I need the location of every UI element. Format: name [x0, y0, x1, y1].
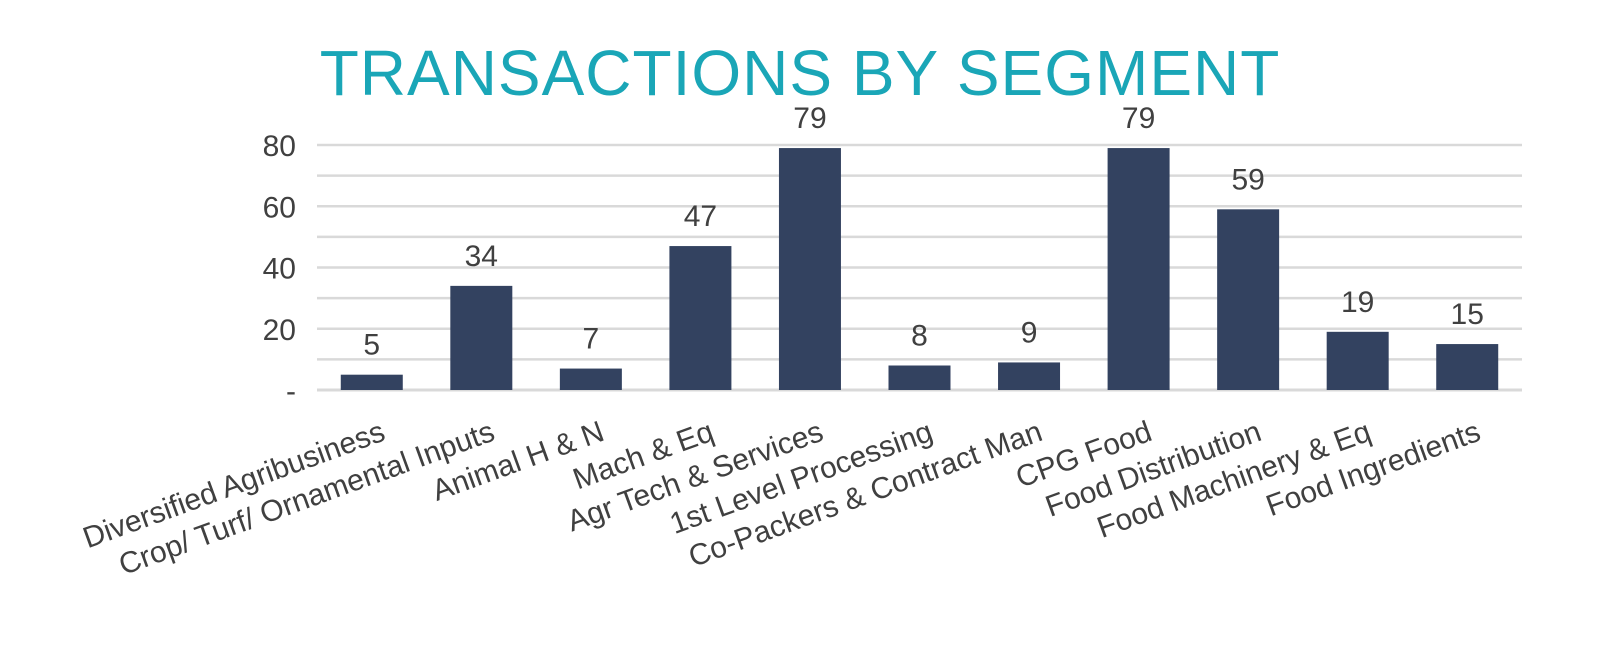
data-label: 5: [363, 329, 380, 362]
bar: [340, 374, 403, 390]
data-label: 34: [465, 240, 498, 273]
data-label: 79: [793, 102, 826, 135]
chart-title: TRANSACTIONS BY SEGMENT: [319, 37, 1281, 109]
y-axis-ticks: - 20 40 60 80: [263, 130, 296, 408]
data-label: 7: [583, 323, 600, 356]
data-label: 19: [1341, 286, 1374, 319]
bar: [1436, 344, 1499, 390]
bar: [559, 368, 622, 390]
bar: [1217, 209, 1280, 390]
y-tick-label: 20: [263, 314, 296, 347]
y-tick-label: 60: [263, 191, 296, 224]
data-label: 9: [1021, 316, 1038, 349]
bar: [998, 362, 1061, 390]
y-tick-label: -: [286, 375, 296, 408]
data-label: 79: [1122, 102, 1155, 135]
bar: [669, 246, 732, 390]
bars: [340, 148, 1499, 390]
data-label: 47: [684, 200, 717, 233]
y-tick-label: 80: [263, 130, 296, 163]
data-label: 59: [1231, 163, 1264, 196]
data-label: 15: [1451, 298, 1484, 331]
bar: [450, 285, 513, 390]
bar: [1326, 331, 1389, 390]
gridlines: [317, 143, 1522, 392]
data-label: 8: [911, 320, 928, 353]
bar: [778, 148, 841, 390]
data-labels: 5 34 7 47 79 8 9 79 59 19 15: [363, 102, 1483, 362]
bar: [1107, 148, 1170, 390]
bar: [888, 365, 951, 390]
y-tick-label: 40: [263, 253, 296, 286]
